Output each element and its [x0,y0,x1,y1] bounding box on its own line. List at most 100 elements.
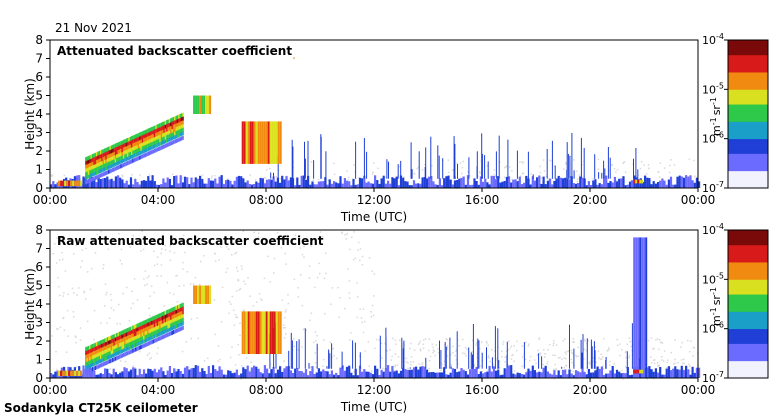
surface-return-cell [624,373,627,378]
surface-return-cell [311,181,314,188]
surface-return-cell [518,373,521,378]
surface-return-cell [432,181,435,188]
cloud-cell [137,156,140,161]
noise-cell [328,351,331,353]
noise-cell [253,231,255,234]
cloud-cell [164,310,167,315]
noise-cell [534,359,536,361]
cloud-cell [151,331,153,336]
cloud-cell [136,331,138,336]
surface-return-cell [104,368,107,378]
cloud-cell [104,167,106,172]
cloud-cell [155,318,157,323]
cloud-cell [133,158,136,163]
surface-return-cell [438,372,441,378]
surface-return-cell [384,368,387,378]
cloud-cell [94,171,97,176]
noise-cell [570,358,573,361]
cloud-cell [159,331,161,336]
colorbar-tick-label: 10 [702,83,716,96]
noise-cell [293,345,295,347]
streak-cell [291,139,293,179]
surface-return-cell [218,176,221,188]
cloud-cell [136,152,138,157]
streak-cell [523,342,525,369]
surface-return-cell [175,371,178,378]
cloud-cell [93,354,95,359]
noise-cell [336,357,338,360]
noise-cell [122,292,124,295]
surface-return-cell [389,371,392,378]
surface-return-cell [695,367,698,378]
surface-return-cell [205,374,208,378]
surface-return-cell [473,178,476,188]
noise-cell [549,343,551,346]
feature-cell [68,370,71,377]
cloud-cell [139,139,141,144]
cloud-cell [178,125,180,130]
cloud-cell [86,167,88,172]
cloud-cell [131,150,133,155]
surface-return-cell [669,370,673,378]
cloud-cell [121,144,123,149]
colorbar-step [728,355,768,359]
noise-cell [446,339,449,341]
feature-cell [637,237,640,378]
cloud-cell [167,142,169,147]
surface-return-cell [104,178,107,188]
surface-return-cell [475,181,478,188]
noise-cell [57,277,59,279]
noise-cell [373,162,375,164]
streak-cell [481,133,483,179]
surface-return-cell [212,180,215,188]
noise-cell [606,349,609,352]
surface-return-cell [320,181,323,188]
colorbar-step [728,165,768,169]
surface-return-cell [691,366,694,378]
surface-return-cell [227,179,230,188]
cloud-cell [90,165,92,170]
surface-return-cell [613,176,616,188]
noise-cell [262,243,264,246]
colorbar-step [728,316,768,320]
cloud-cell [129,144,132,149]
cloud-cell [112,357,114,362]
cloud-cell [135,335,137,340]
noise-cell [394,339,396,342]
colorbar-step [728,368,768,371]
surface-return-cell [607,182,610,188]
cloud-cell [147,128,149,133]
noise-cell [85,247,87,250]
noise-cell [148,174,151,176]
surface-return-cell [687,176,690,188]
date-label: 21 Nov 2021 [55,21,132,35]
noise-cell [577,178,579,181]
cloud-cell [87,360,90,365]
cloud-cell [109,339,111,344]
cloud-cell [164,120,167,125]
cloud-cell [140,154,142,159]
cloud-cell [147,318,149,323]
cloud-cell [135,141,137,146]
cloud-cell [108,340,110,345]
cloud-cell [174,306,176,311]
surface-return-cell [626,367,629,378]
noise-cell [674,339,676,341]
cloud-cell [91,177,94,182]
cloud-cell [159,138,161,143]
noise-cell [625,350,627,353]
surface-return-cell [155,184,158,188]
noise-cell [450,364,453,366]
colorbar-step [728,276,768,280]
surface-return-cell [246,365,249,378]
cloud-cell [170,141,172,146]
noise-cell [217,360,219,362]
surface-return-cell [162,371,165,378]
noise-cell [136,299,139,301]
cloud-cell [125,339,128,344]
surface-return-cell [676,369,679,378]
noise-cell [658,339,661,341]
noise-cell [571,361,573,364]
noise-cell [455,350,457,352]
noise-cell [146,276,149,279]
